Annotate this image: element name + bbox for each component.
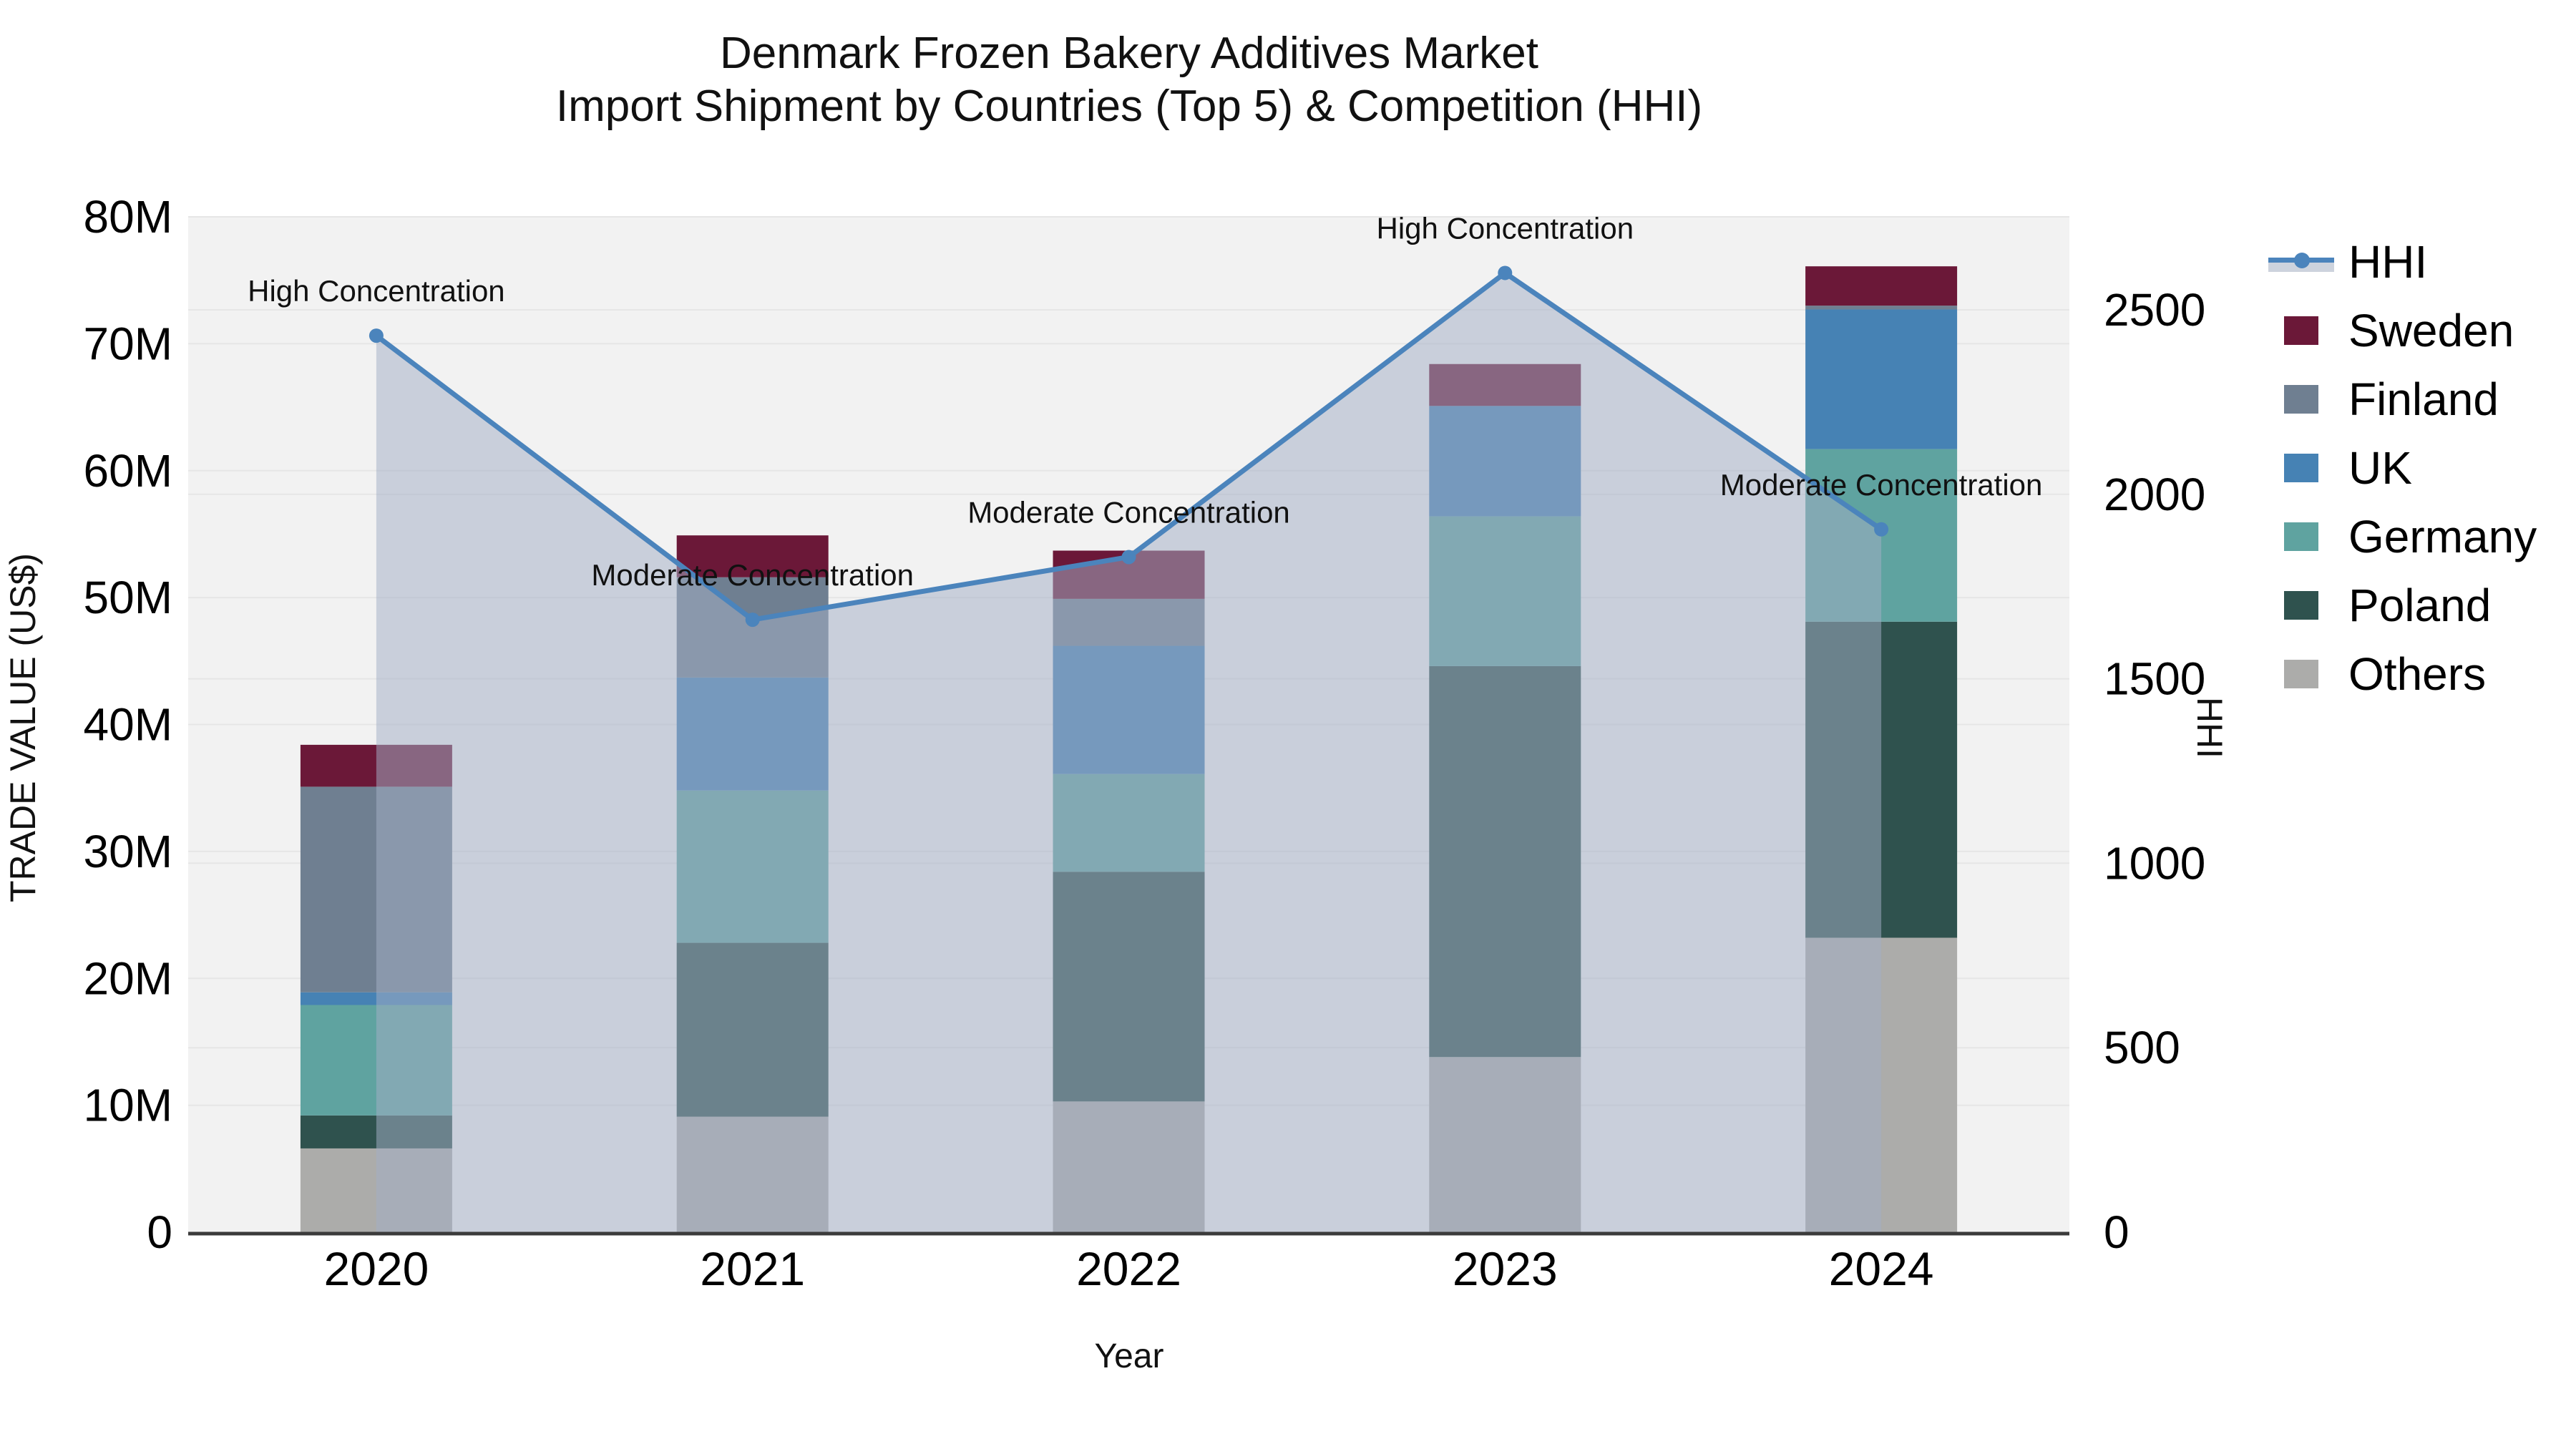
- legend-item-others[interactable]: Others: [2267, 640, 2537, 708]
- bar-segment-uk-2024: [1805, 309, 1958, 449]
- legend-color-swatch: [2267, 454, 2336, 482]
- x-tick-2024: 2024: [1829, 1242, 1934, 1295]
- bar-segment-sweden-2021: [676, 535, 829, 577]
- hhi-marker-2021: [745, 613, 760, 628]
- y-tick-right-2: 1000: [2104, 837, 2205, 889]
- hhi-marker-2023: [1498, 265, 1513, 280]
- x-tick-2023: 2023: [1453, 1242, 1558, 1295]
- annotation-2023: High Concentration: [1377, 211, 1634, 245]
- swatch-poland: [2284, 591, 2318, 620]
- y-axis-title-left: TRADE VALUE (US$): [3, 552, 43, 903]
- hhi-area-fill: [376, 273, 1882, 1233]
- swatch-germany: [2284, 522, 2318, 551]
- annotation-2024: Moderate Concentration: [1720, 468, 2043, 502]
- legend-item-uk[interactable]: UK: [2267, 434, 2537, 502]
- legend-item-hhi[interactable]: HHI: [2267, 228, 2537, 296]
- annotation-2021: Moderate Concentration: [591, 558, 914, 592]
- legend-label: Germany: [2348, 511, 2537, 562]
- x-axis-title: Year: [1094, 1337, 1164, 1375]
- legend-label: Others: [2348, 648, 2487, 700]
- legend: HHI Sweden Finland UK Germany Poland Others: [2267, 228, 2537, 708]
- chart-title: Denmark Frozen Bakery Additives Market I…: [188, 27, 2070, 133]
- legend-color-swatch: [2267, 660, 2336, 688]
- legend-color-swatch: [2267, 522, 2336, 551]
- annotation-2022: Moderate Concentration: [967, 495, 1290, 529]
- y-tick-left-8: 80M: [84, 191, 173, 243]
- legend-line-swatch: [2267, 248, 2336, 276]
- legend-label: HHI: [2348, 236, 2428, 288]
- legend-label: Poland: [2348, 580, 2492, 631]
- bar-segment-sweden-2024: [1805, 266, 1958, 306]
- legend-color-swatch: [2267, 316, 2336, 345]
- y-tick-left-1: 10M: [84, 1080, 173, 1131]
- chart-title-line1: Denmark Frozen Bakery Additives Market: [720, 29, 1538, 78]
- chart-title-line2: Import Shipment by Countries (Top 5) & C…: [555, 82, 1703, 131]
- legend-label: UK: [2348, 442, 2412, 494]
- legend-label: Sweden: [2348, 305, 2514, 356]
- y-tick-left-4: 40M: [84, 699, 173, 751]
- legend-item-sweden[interactable]: Sweden: [2267, 296, 2537, 365]
- y-tick-right-5: 2500: [2104, 284, 2205, 336]
- legend-item-poland[interactable]: Poland: [2267, 571, 2537, 640]
- y-tick-left-6: 60M: [84, 445, 173, 497]
- annotation-2020: High Concentration: [248, 274, 505, 308]
- y-tick-left-3: 30M: [84, 826, 173, 877]
- y-tick-right-0: 0: [2104, 1206, 2129, 1258]
- hhi-line-icon: [2268, 248, 2334, 276]
- y-tick-left-7: 70M: [84, 318, 173, 369]
- legend-label: Finland: [2348, 374, 2499, 425]
- swatch-finland: [2284, 385, 2318, 414]
- y-tick-right-4: 2000: [2104, 469, 2205, 520]
- legend-item-finland[interactable]: Finland: [2267, 365, 2537, 434]
- x-tick-2022: 2022: [1076, 1242, 1181, 1295]
- swatch-uk: [2284, 454, 2318, 482]
- hhi-marker-2022: [1121, 550, 1136, 565]
- y-axis-title-right: HHI: [2190, 696, 2230, 759]
- swatch-others: [2284, 660, 2318, 688]
- y-tick-left-5: 50M: [84, 572, 173, 623]
- x-tick-2021: 2021: [700, 1242, 805, 1295]
- x-tick-2020: 2020: [323, 1242, 429, 1295]
- hhi-marker-2024: [1874, 522, 1889, 537]
- legend-color-swatch: [2267, 385, 2336, 414]
- hhi-marker-2020: [369, 328, 384, 343]
- y-tick-left-0: 0: [147, 1206, 172, 1258]
- y-tick-right-3: 1500: [2104, 653, 2205, 705]
- bar-segment-finland-2024: [1805, 306, 1958, 310]
- y-tick-left-2: 20M: [84, 952, 173, 1004]
- y-tick-right-1: 500: [2104, 1022, 2180, 1073]
- legend-color-swatch: [2267, 591, 2336, 620]
- legend-item-germany[interactable]: Germany: [2267, 502, 2537, 571]
- swatch-sweden: [2284, 316, 2318, 345]
